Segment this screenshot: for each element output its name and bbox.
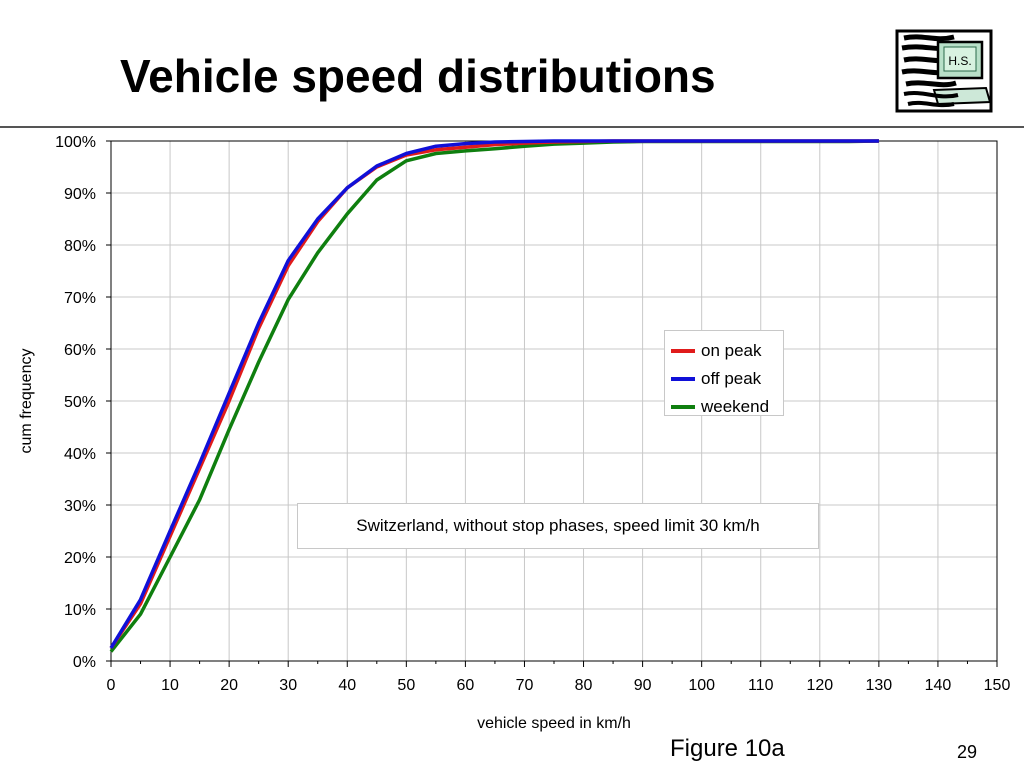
speed-distribution-chart: 0 10 20 30 40 50 60 70 80 90 100 110 120 130 140 150 0% 1… (18, 134, 1010, 732)
y-tick-label: 80% (64, 238, 96, 255)
slide-title: Vehicle speed distributions (120, 50, 716, 102)
x-tick-label: 90 (634, 677, 652, 694)
x-tick-label: 120 (806, 677, 833, 694)
x-tick-label: 150 (984, 677, 1011, 694)
y-tick-label: 90% (64, 186, 96, 203)
legend-swatch-on-peak (671, 349, 695, 353)
legend-entry-off-peak: off peak (671, 365, 783, 393)
hs-logo-icon: H.S. (895, 29, 993, 113)
x-tick-label: 20 (220, 677, 238, 694)
y-tick-label: 50% (64, 394, 96, 411)
x-axis-label: vehicle speed in km/h (477, 715, 631, 732)
y-tick-label: 100% (55, 134, 96, 151)
legend-entry-on-peak: on peak (671, 337, 783, 365)
logo-text: H.S. (948, 54, 971, 68)
legend-label-on-peak: on peak (701, 341, 762, 360)
legend-entry-weekend: weekend (671, 393, 783, 421)
series-line-off-peak (109, 139, 879, 649)
y-tick-label: 30% (64, 498, 96, 515)
annotation-text: Switzerland, without stop phases, speed … (356, 516, 760, 535)
legend-swatch-weekend (671, 405, 695, 409)
y-tick-label: 60% (64, 342, 96, 359)
x-tick-label: 60 (457, 677, 475, 694)
x-tick-label: 10 (161, 677, 179, 694)
y-tick-label: 20% (64, 550, 96, 567)
x-tick-label: 50 (397, 677, 415, 694)
chart-legend: on peak off peak weekend (664, 330, 784, 416)
chart-annotation: Switzerland, without stop phases, speed … (297, 503, 819, 549)
x-tick-label: 70 (516, 677, 534, 694)
x-tick-label: 110 (748, 677, 774, 694)
x-tick-label: 40 (338, 677, 356, 694)
y-tick-label: 70% (64, 290, 96, 307)
x-tick-label: 0 (107, 677, 116, 694)
legend-label-off-peak: off peak (701, 369, 762, 388)
y-tick-label: 10% (64, 602, 96, 619)
y-tick-label: 40% (64, 446, 96, 463)
page-number: 29 (957, 742, 978, 762)
x-tick-label: 140 (925, 677, 952, 694)
y-axis-label: cum frequency (18, 349, 35, 454)
axis-layer: 0 10 20 30 40 50 60 70 80 90 100 110 120 130 140 150 0% 1… (55, 134, 1010, 694)
legend-swatch-off-peak (671, 377, 695, 381)
x-tick-label: 80 (575, 677, 593, 694)
x-tick-label: 100 (688, 677, 715, 694)
legend-label-weekend: weekend (701, 397, 770, 416)
title-divider (0, 126, 1024, 128)
grid-layer (111, 141, 997, 661)
x-tick-label: 30 (279, 677, 297, 694)
series-layer (109, 139, 879, 653)
figure-label: Figure 10a (670, 735, 785, 762)
y-tick-label: 0% (73, 654, 96, 671)
x-tick-label: 130 (866, 677, 893, 694)
